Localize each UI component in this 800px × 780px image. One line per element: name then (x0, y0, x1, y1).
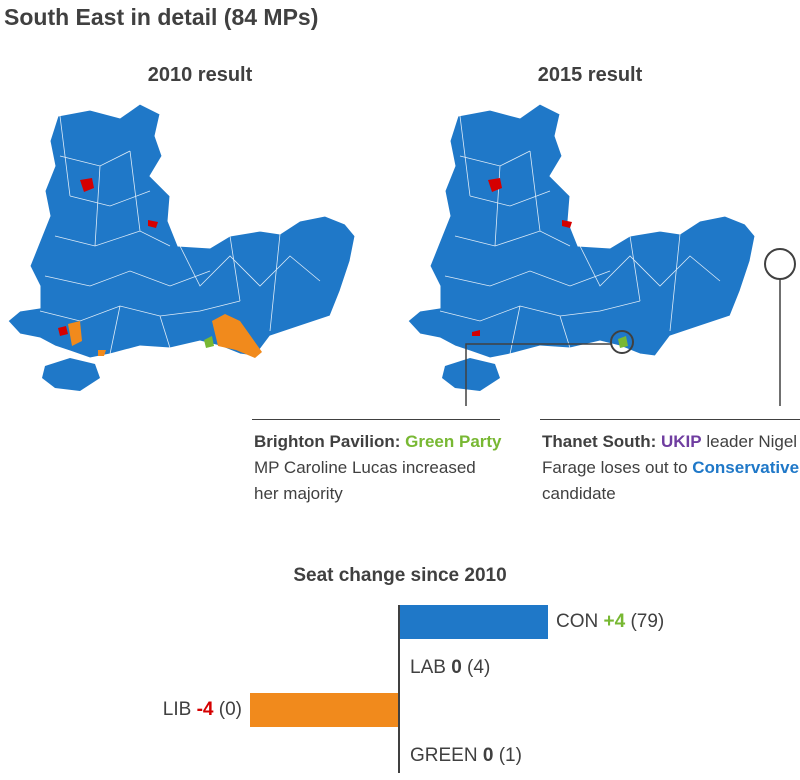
bar-category-green: GREEN (410, 745, 483, 766)
constituency-boundaries-2010 (39, 115, 321, 355)
thanet-annotation: Thanet South: UKIP leader Nigel Farage l… (542, 429, 800, 507)
red-seat-2015-b (562, 220, 572, 228)
brighton-annotation: Brighton Pavilion: Green Party MP Caroli… (254, 429, 504, 507)
bar-seats-lib: (0) (213, 699, 242, 720)
thanet-place: Thanet South: (542, 432, 657, 451)
brighton-rule (252, 419, 500, 420)
bar-label-con: CON +4 (79) (556, 611, 664, 633)
bar-seats-green: (1) (493, 745, 522, 766)
bar-category-con: CON (556, 611, 604, 632)
bar-lib (250, 693, 398, 727)
orange-seat-2010-c (98, 350, 106, 356)
chart-axis (398, 605, 400, 773)
brighton-text: MP Caroline Lucas increased her majority (254, 458, 476, 503)
bar-change-lib: -4 (196, 699, 214, 720)
brighton-leader-line (465, 343, 611, 406)
bar-label-lib: LIB -4 (0) (163, 699, 242, 721)
green-seat-2010 (204, 336, 214, 348)
red-seat-2015-c (472, 330, 480, 336)
bar-change-con: +4 (603, 611, 626, 632)
red-seat-2010-a (80, 178, 94, 192)
thanet-rule (540, 419, 800, 420)
bar-change-green: 0 (482, 745, 494, 766)
page-title: South East in detail (84 MPs) (4, 4, 319, 30)
map-2015 (407, 103, 796, 406)
red-seat-2015-a (488, 178, 502, 192)
bar-change-lab: 0 (451, 657, 462, 678)
thanet-text-1: leader Nigel Farage loses out to (542, 432, 798, 477)
brighton-highlight-circle (610, 330, 634, 354)
red-seat-2010-b (148, 220, 158, 228)
mainland-2015 (407, 103, 756, 359)
thanet-text-2: candidate (542, 484, 616, 503)
bar-category-lab: LAB (410, 657, 452, 678)
isle-of-wight-2010 (42, 358, 100, 391)
map-2010 (7, 103, 356, 391)
thanet-highlight-circle (764, 248, 796, 280)
bar-seats-lab: (4) (461, 657, 491, 678)
thanet-party: UKIP (661, 432, 702, 451)
mainland-2010 (7, 103, 356, 359)
bar-con (400, 605, 548, 639)
constituency-boundaries-2015 (439, 115, 721, 355)
map-2010-label: 2010 result (147, 64, 253, 86)
orange-seat-2010-a (68, 321, 82, 346)
orange-seat-2010-b (212, 314, 262, 358)
brighton-place: Brighton Pavilion: (254, 432, 401, 451)
bar-label-lab: LAB 0 (4) (410, 657, 490, 679)
thanet-party-2: Conservative (692, 458, 800, 477)
isle-of-wight-2015 (442, 358, 500, 391)
bar-category-lib: LIB (162, 699, 197, 720)
chart-title: Seat change since 2010 (293, 565, 507, 586)
bar-seats-con: (79) (625, 611, 665, 632)
green-seat-2015 (618, 336, 628, 348)
brighton-party: Green Party (405, 432, 502, 451)
map-2015-label: 2015 result (537, 64, 643, 86)
bar-label-green: GREEN 0 (1) (410, 745, 522, 767)
red-seat-2010-c (58, 326, 68, 336)
